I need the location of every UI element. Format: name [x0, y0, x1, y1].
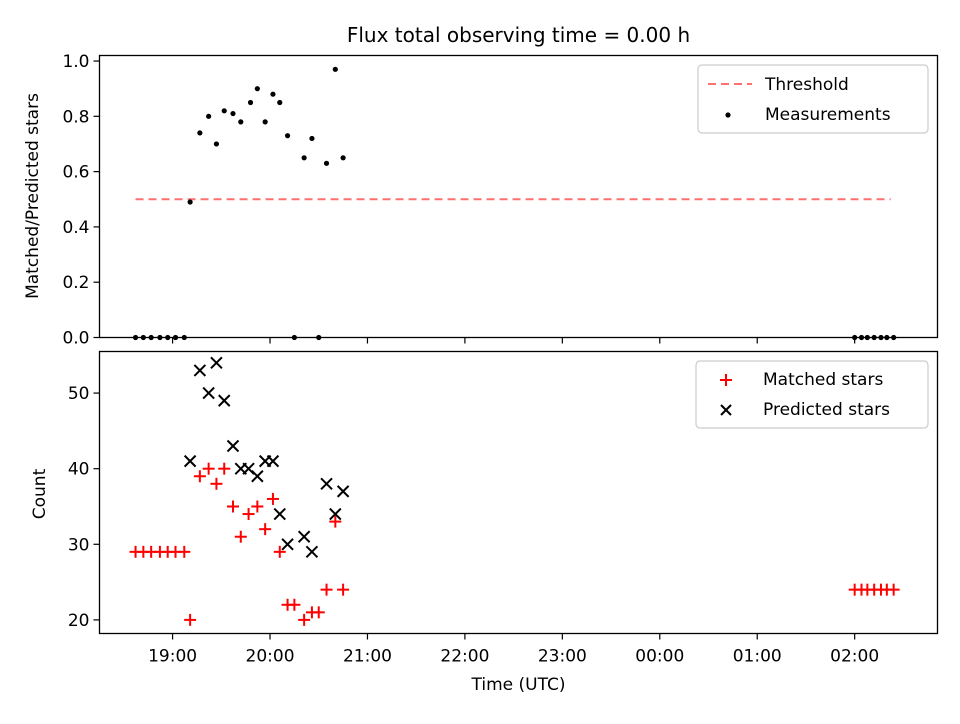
- legend-matched-label: Matched stars: [763, 370, 883, 390]
- matched-star-point: [184, 613, 197, 626]
- measurement-point: [323, 160, 330, 166]
- x-tick-label: 23:00: [538, 647, 587, 667]
- legend-measurements-swatch: [725, 112, 731, 118]
- bottom-y-ticks: 20 30 40 50: [68, 384, 100, 631]
- bottom-legend: Matched stars Predicted stars: [695, 360, 929, 429]
- matched-star-point: [210, 477, 223, 490]
- bottom-y-tick-label: 30: [68, 535, 90, 555]
- measurement-point: [309, 135, 315, 142]
- bottom-x-ticks: 19:00 20:00 21:00 22:00 23:00 00:00 01:00 02:00: [148, 633, 879, 667]
- predicted-star-point: [251, 470, 264, 483]
- predicted-star-point: [336, 485, 350, 498]
- matched-star-point: [887, 583, 900, 596]
- measurement-point: [254, 86, 260, 92]
- measurement-point: [277, 99, 283, 106]
- legend-predicted-label: Predicted stars: [763, 400, 890, 420]
- predicted-star-point: [218, 394, 231, 407]
- matched-star-point: [266, 492, 279, 505]
- matched-star-point: [337, 583, 350, 596]
- legend-threshold-label: Threshold: [764, 75, 849, 95]
- predicted-star-point: [226, 439, 240, 453]
- top-y-tick-label: 0.8: [62, 107, 89, 127]
- matched-star-point: [329, 515, 342, 528]
- measurement-point: [238, 119, 244, 125]
- measurement-point: [284, 133, 291, 139]
- measurement-point: [221, 108, 227, 114]
- top-y-tick-label: 0.2: [62, 273, 89, 293]
- measurement-point: [230, 110, 236, 117]
- bottom-y-axis-label: Count: [30, 468, 50, 519]
- predicted-star-point: [273, 507, 286, 521]
- top-legend: Threshold Measurements: [697, 64, 929, 134]
- bottom-y-tick-label: 50: [68, 384, 90, 404]
- measurement-point: [187, 199, 193, 205]
- bottom-legend-box: [695, 360, 929, 429]
- predicted-star-point: [281, 538, 294, 551]
- measurement-point: [206, 113, 212, 119]
- chart-title: Flux total observing time = 0.00 h: [347, 23, 690, 47]
- predicted-star-point: [329, 507, 342, 521]
- x-tick-label: 21:00: [343, 647, 392, 667]
- matched-star-point: [298, 613, 311, 626]
- top-y-tick-label: 0.0: [62, 329, 89, 349]
- matched-star-point: [312, 606, 325, 619]
- legend-matched-swatch: [720, 374, 732, 386]
- matched-star-point: [259, 523, 272, 536]
- top-y-axis-label: Matched/Predicted stars: [23, 93, 43, 299]
- measurement-point: [213, 141, 220, 147]
- top-y-ticks: 0.0 0.2 0.4 0.6 0.8 1.0: [62, 52, 100, 349]
- x-tick-label: 02:00: [830, 647, 879, 667]
- measurement-point: [197, 130, 203, 136]
- predicted-star-point: [297, 530, 311, 543]
- matched-star-point: [273, 545, 286, 558]
- predicted-star-point: [305, 545, 319, 559]
- x-axis-label: Time (UTC): [471, 675, 566, 695]
- predicted-star-point: [202, 386, 215, 400]
- top-y-tick-label: 0.4: [62, 218, 89, 238]
- top-y-tick-label: 1.0: [62, 52, 89, 72]
- measurement-point: [262, 119, 268, 125]
- matched-star-point: [226, 500, 239, 513]
- matched-star-point: [202, 462, 215, 475]
- top-y-tick-label: 0.6: [62, 163, 89, 183]
- legend-predicted-swatch: [720, 404, 732, 416]
- x-tick-label: 22:00: [440, 647, 489, 667]
- x-tick-label: 01:00: [733, 647, 782, 667]
- matched-star-point: [218, 462, 231, 475]
- bottom-y-tick-label: 40: [68, 460, 90, 480]
- x-tick-label: 20:00: [246, 647, 295, 667]
- matched-star-point: [193, 470, 206, 483]
- matched-star-point: [242, 508, 255, 521]
- matched-star-point: [178, 545, 191, 558]
- measurement-point: [247, 99, 254, 106]
- predicted-star-point: [320, 477, 333, 491]
- bottom-axes-frame: [98, 350, 939, 635]
- measurement-point: [270, 91, 276, 97]
- top-legend-box: [697, 64, 929, 134]
- bottom-panel: 20 30 40 50 19:00 20:00 21:00 22:00 23:00 00:00 0…: [30, 350, 939, 695]
- measurement-point: [340, 155, 346, 161]
- matched-star-point: [288, 598, 301, 611]
- measurement-point: [332, 66, 338, 72]
- predicted-star-point: [266, 454, 280, 468]
- bottom-data-marks: [129, 356, 900, 626]
- top-x-ticks: [171, 337, 856, 344]
- matched-star-point: [320, 583, 333, 596]
- top-data-marks: [132, 66, 897, 341]
- x-tick-label: 19:00: [148, 647, 197, 667]
- bottom-y-tick-label: 20: [68, 611, 90, 631]
- matched-star-point: [234, 530, 247, 543]
- top-panel: 0.0 0.2 0.4 0.6 0.8 1.0 Matched/Predicted sta…: [23, 52, 939, 349]
- predicted-star-point: [210, 356, 223, 370]
- matched-star-point: [251, 500, 264, 513]
- x-tick-label: 00:00: [635, 647, 684, 667]
- predicted-star-point: [193, 364, 207, 377]
- measurement-point: [301, 155, 307, 161]
- predicted-star-point: [183, 454, 197, 468]
- legend-measurements-label: Measurements: [765, 105, 891, 125]
- top-axes-frame: [98, 54, 939, 339]
